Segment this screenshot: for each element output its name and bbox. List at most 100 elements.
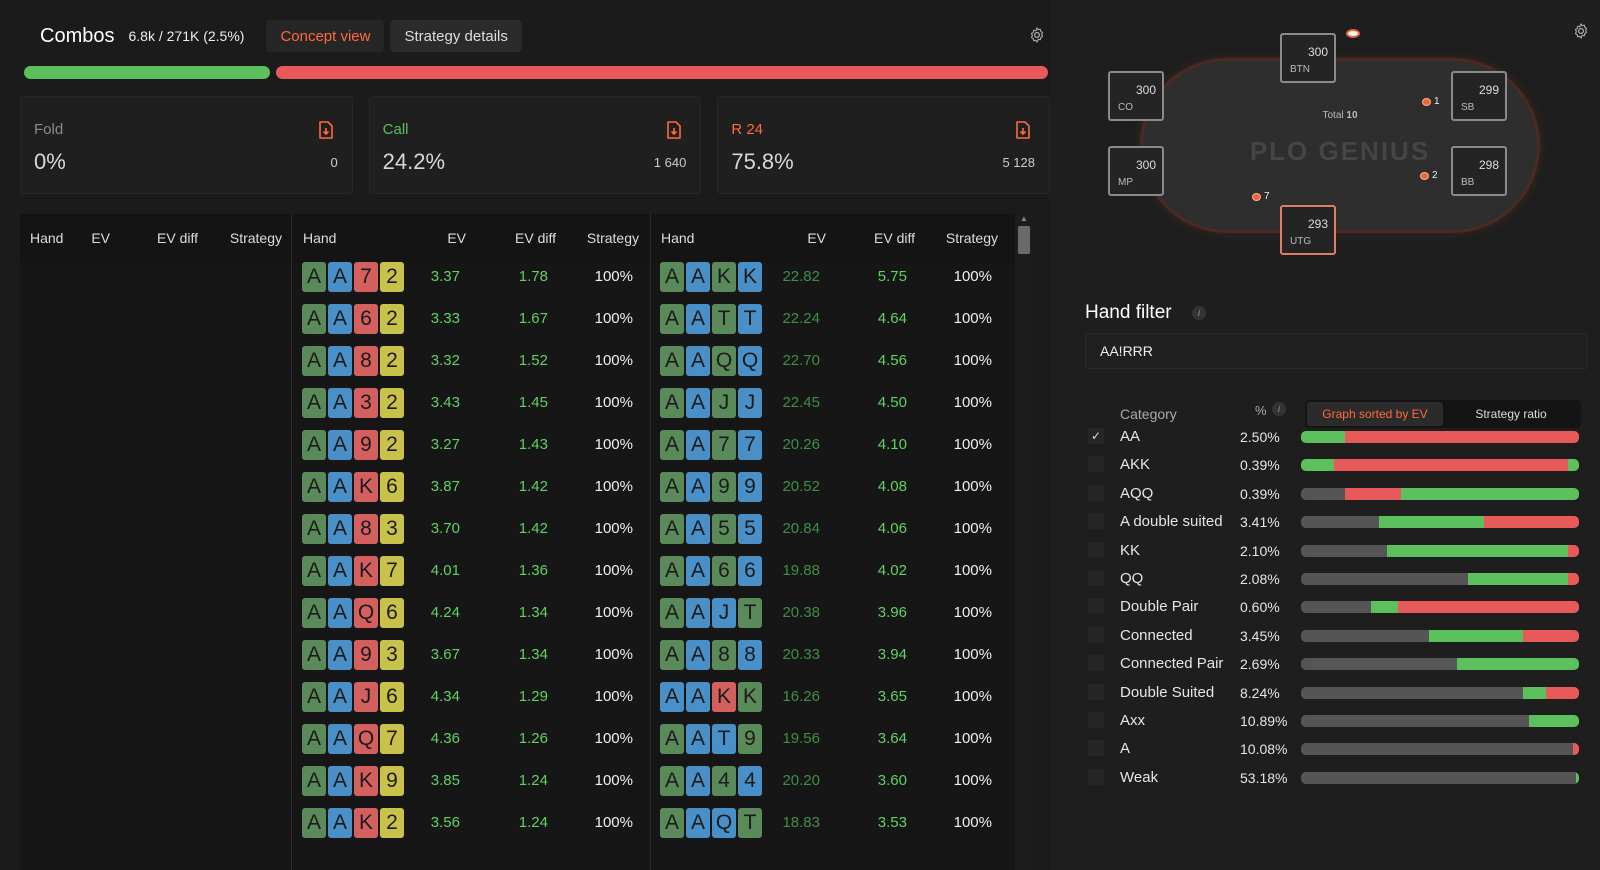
column-header-strategy[interactable]: Strategy (945, 230, 998, 246)
table-row[interactable]: A A 7 2 3.37 1.78 100% (20, 256, 1033, 298)
column-header-ev-diff[interactable]: EV diff (157, 230, 198, 246)
category-checkbox[interactable] (1088, 683, 1104, 700)
category-row[interactable]: Weak 53.18% (1085, 763, 1595, 791)
table-row[interactable]: A A 7 7 20.26 4.10 100% (20, 424, 1033, 466)
scroll-up-arrow-icon[interactable]: ▲ (1020, 214, 1028, 223)
column-header-ev[interactable]: EV (91, 230, 110, 246)
strategy-ratio-option[interactable]: Strategy ratio (1475, 407, 1547, 421)
ev-value: 3.85 (430, 772, 460, 789)
column-header-ev[interactable]: EV (807, 230, 826, 246)
seat-co[interactable]: 300 CO (1108, 71, 1164, 121)
playing-card: A (302, 388, 326, 418)
seat-sb[interactable]: 299 SB (1451, 71, 1507, 121)
category-row[interactable]: Connected 3.45% (1085, 621, 1595, 649)
column-header-hand[interactable]: Hand (661, 230, 695, 246)
category-row[interactable]: Axx 10.89% (1085, 706, 1595, 734)
category-percent: 0.39% (1240, 485, 1280, 502)
category-strategy-bar (1301, 629, 1579, 642)
table-row[interactable]: A A Q Q 22.70 4.56 100% (20, 340, 1033, 382)
table-row[interactable]: A A K 2 3.56 1.24 100% (20, 802, 1033, 844)
action-card-call[interactable]: Call 24.2% 1 640 (368, 96, 702, 194)
table-settings-gear-icon[interactable] (1572, 22, 1590, 40)
category-checkbox[interactable] (1088, 768, 1104, 785)
table-row[interactable]: A A 8 3 3.70 1.42 100% (20, 508, 1033, 550)
seat-bb[interactable]: 298 BB (1451, 146, 1507, 196)
seat-btn[interactable]: 300 BTN (1280, 33, 1336, 83)
export-icon[interactable] (1015, 121, 1031, 139)
column-header-strategy[interactable]: Strategy (229, 230, 282, 246)
category-row[interactable]: AQQ 0.39% (1085, 479, 1595, 507)
table-row[interactable]: A A K 9 3.85 1.24 100% (20, 760, 1033, 802)
table-row[interactable]: A A T T 22.24 4.64 100% (20, 298, 1033, 340)
concept-view-tab[interactable]: Concept view (266, 20, 385, 52)
table-row[interactable]: A A 4 4 20.20 3.60 100% (20, 760, 1033, 802)
action-card-r-24[interactable]: R 24 75.8% 5 128 (717, 96, 1051, 194)
category-checkbox[interactable] (1088, 513, 1104, 530)
hand-filter-input[interactable] (1085, 333, 1588, 369)
category-checkbox[interactable] (1088, 712, 1104, 728)
category-row[interactable]: ✓ AA 2.50% (1085, 422, 1595, 450)
table-row[interactable]: A A K K 22.82 5.75 100% (20, 256, 1033, 298)
table-row[interactable]: A A K K 16.26 3.65 100% (20, 676, 1033, 718)
table-row[interactable]: A A 6 6 19.88 4.02 100% (20, 550, 1033, 592)
category-row[interactable]: A double suited 3.41% (1085, 507, 1595, 535)
table-row[interactable]: A A 5 5 20.84 4.06 100% (20, 508, 1033, 550)
table-scrollbar[interactable]: ▲ (1015, 214, 1033, 870)
table-row[interactable]: A A 9 3 3.67 1.34 100% (20, 634, 1033, 676)
column-header-hand[interactable]: Hand (303, 230, 337, 246)
table-row[interactable]: A A 8 8 20.33 3.94 100% (20, 634, 1033, 676)
table-row[interactable]: A A 3 2 3.43 1.45 100% (20, 382, 1033, 424)
table-row[interactable]: A A Q T 18.83 3.53 100% (20, 802, 1033, 844)
category-checkbox[interactable] (1088, 456, 1104, 473)
seat-mp[interactable]: 300 MP (1108, 146, 1164, 196)
table-row[interactable]: A A T 9 19.56 3.64 100% (20, 718, 1033, 760)
category-checkbox[interactable] (1088, 740, 1104, 757)
ev-diff-value: 3.65 (877, 688, 907, 705)
info-icon[interactable]: i (1192, 306, 1206, 320)
category-strategy-bar (1301, 658, 1579, 671)
table-row[interactable]: A A Q 6 4.24 1.34 100% (20, 592, 1033, 634)
column-header-ev[interactable]: EV (447, 230, 466, 246)
graph-sorted-by-ev-option[interactable]: Graph sorted by EV (1307, 402, 1443, 426)
settings-gear-icon[interactable] (1028, 26, 1046, 44)
column-header-hand[interactable]: Hand (30, 230, 64, 246)
table-row[interactable]: A A Q 7 4.36 1.26 100% (20, 718, 1033, 760)
table-row[interactable]: A A K 6 3.87 1.42 100% (20, 466, 1033, 508)
category-checkbox[interactable] (1088, 541, 1104, 558)
category-row[interactable]: Double Pair 0.60% (1085, 592, 1595, 620)
category-checkbox[interactable] (1088, 484, 1104, 501)
category-row[interactable]: Connected Pair 2.69% (1085, 649, 1595, 677)
category-checkbox[interactable]: ✓ (1088, 428, 1104, 444)
category-checkbox[interactable] (1088, 626, 1104, 643)
export-icon[interactable] (666, 121, 682, 139)
table-row[interactable]: A A 9 2 3.27 1.43 100% (20, 424, 1033, 466)
category-row[interactable]: KK 2.10% (1085, 536, 1595, 564)
action-card-fold[interactable]: Fold 0% 0 (20, 96, 353, 194)
category-checkbox[interactable] (1088, 655, 1104, 672)
column-header-ev-diff[interactable]: EV diff (515, 230, 556, 246)
table-row[interactable]: A A J 6 4.34 1.29 100% (20, 676, 1033, 718)
playing-card: A (686, 598, 710, 628)
table-row[interactable]: A A J T 20.38 3.96 100% (20, 592, 1033, 634)
percent-info-icon[interactable]: i (1272, 402, 1286, 416)
scroll-thumb[interactable] (1018, 226, 1030, 254)
table-row[interactable]: A A 6 2 3.33 1.67 100% (20, 298, 1033, 340)
table-row[interactable]: A A J J 22.45 4.50 100% (20, 382, 1033, 424)
column-header-strategy[interactable]: Strategy (586, 230, 639, 246)
table-row[interactable]: A A 8 2 3.32 1.52 100% (20, 340, 1033, 382)
strategy-details-tab[interactable]: Strategy details (390, 20, 522, 52)
table-row[interactable]: A A K 7 4.01 1.36 100% (20, 550, 1033, 592)
category-row[interactable]: A 10.08% (1085, 734, 1595, 762)
category-checkbox[interactable] (1088, 598, 1104, 615)
export-icon[interactable] (318, 121, 334, 139)
bar-segment-call (1387, 544, 1568, 557)
category-row[interactable]: AKK 0.39% (1085, 450, 1595, 478)
seat-utg[interactable]: 293 UTG (1280, 205, 1336, 255)
category-row[interactable]: QQ 2.08% (1085, 564, 1595, 592)
category-checkbox[interactable] (1088, 570, 1104, 586)
playing-card: A (302, 556, 326, 586)
column-header-ev-diff[interactable]: EV diff (874, 230, 915, 246)
category-row[interactable]: Double Suited 8.24% (1085, 678, 1595, 706)
table-row[interactable]: A A 9 9 20.52 4.08 100% (20, 466, 1033, 508)
